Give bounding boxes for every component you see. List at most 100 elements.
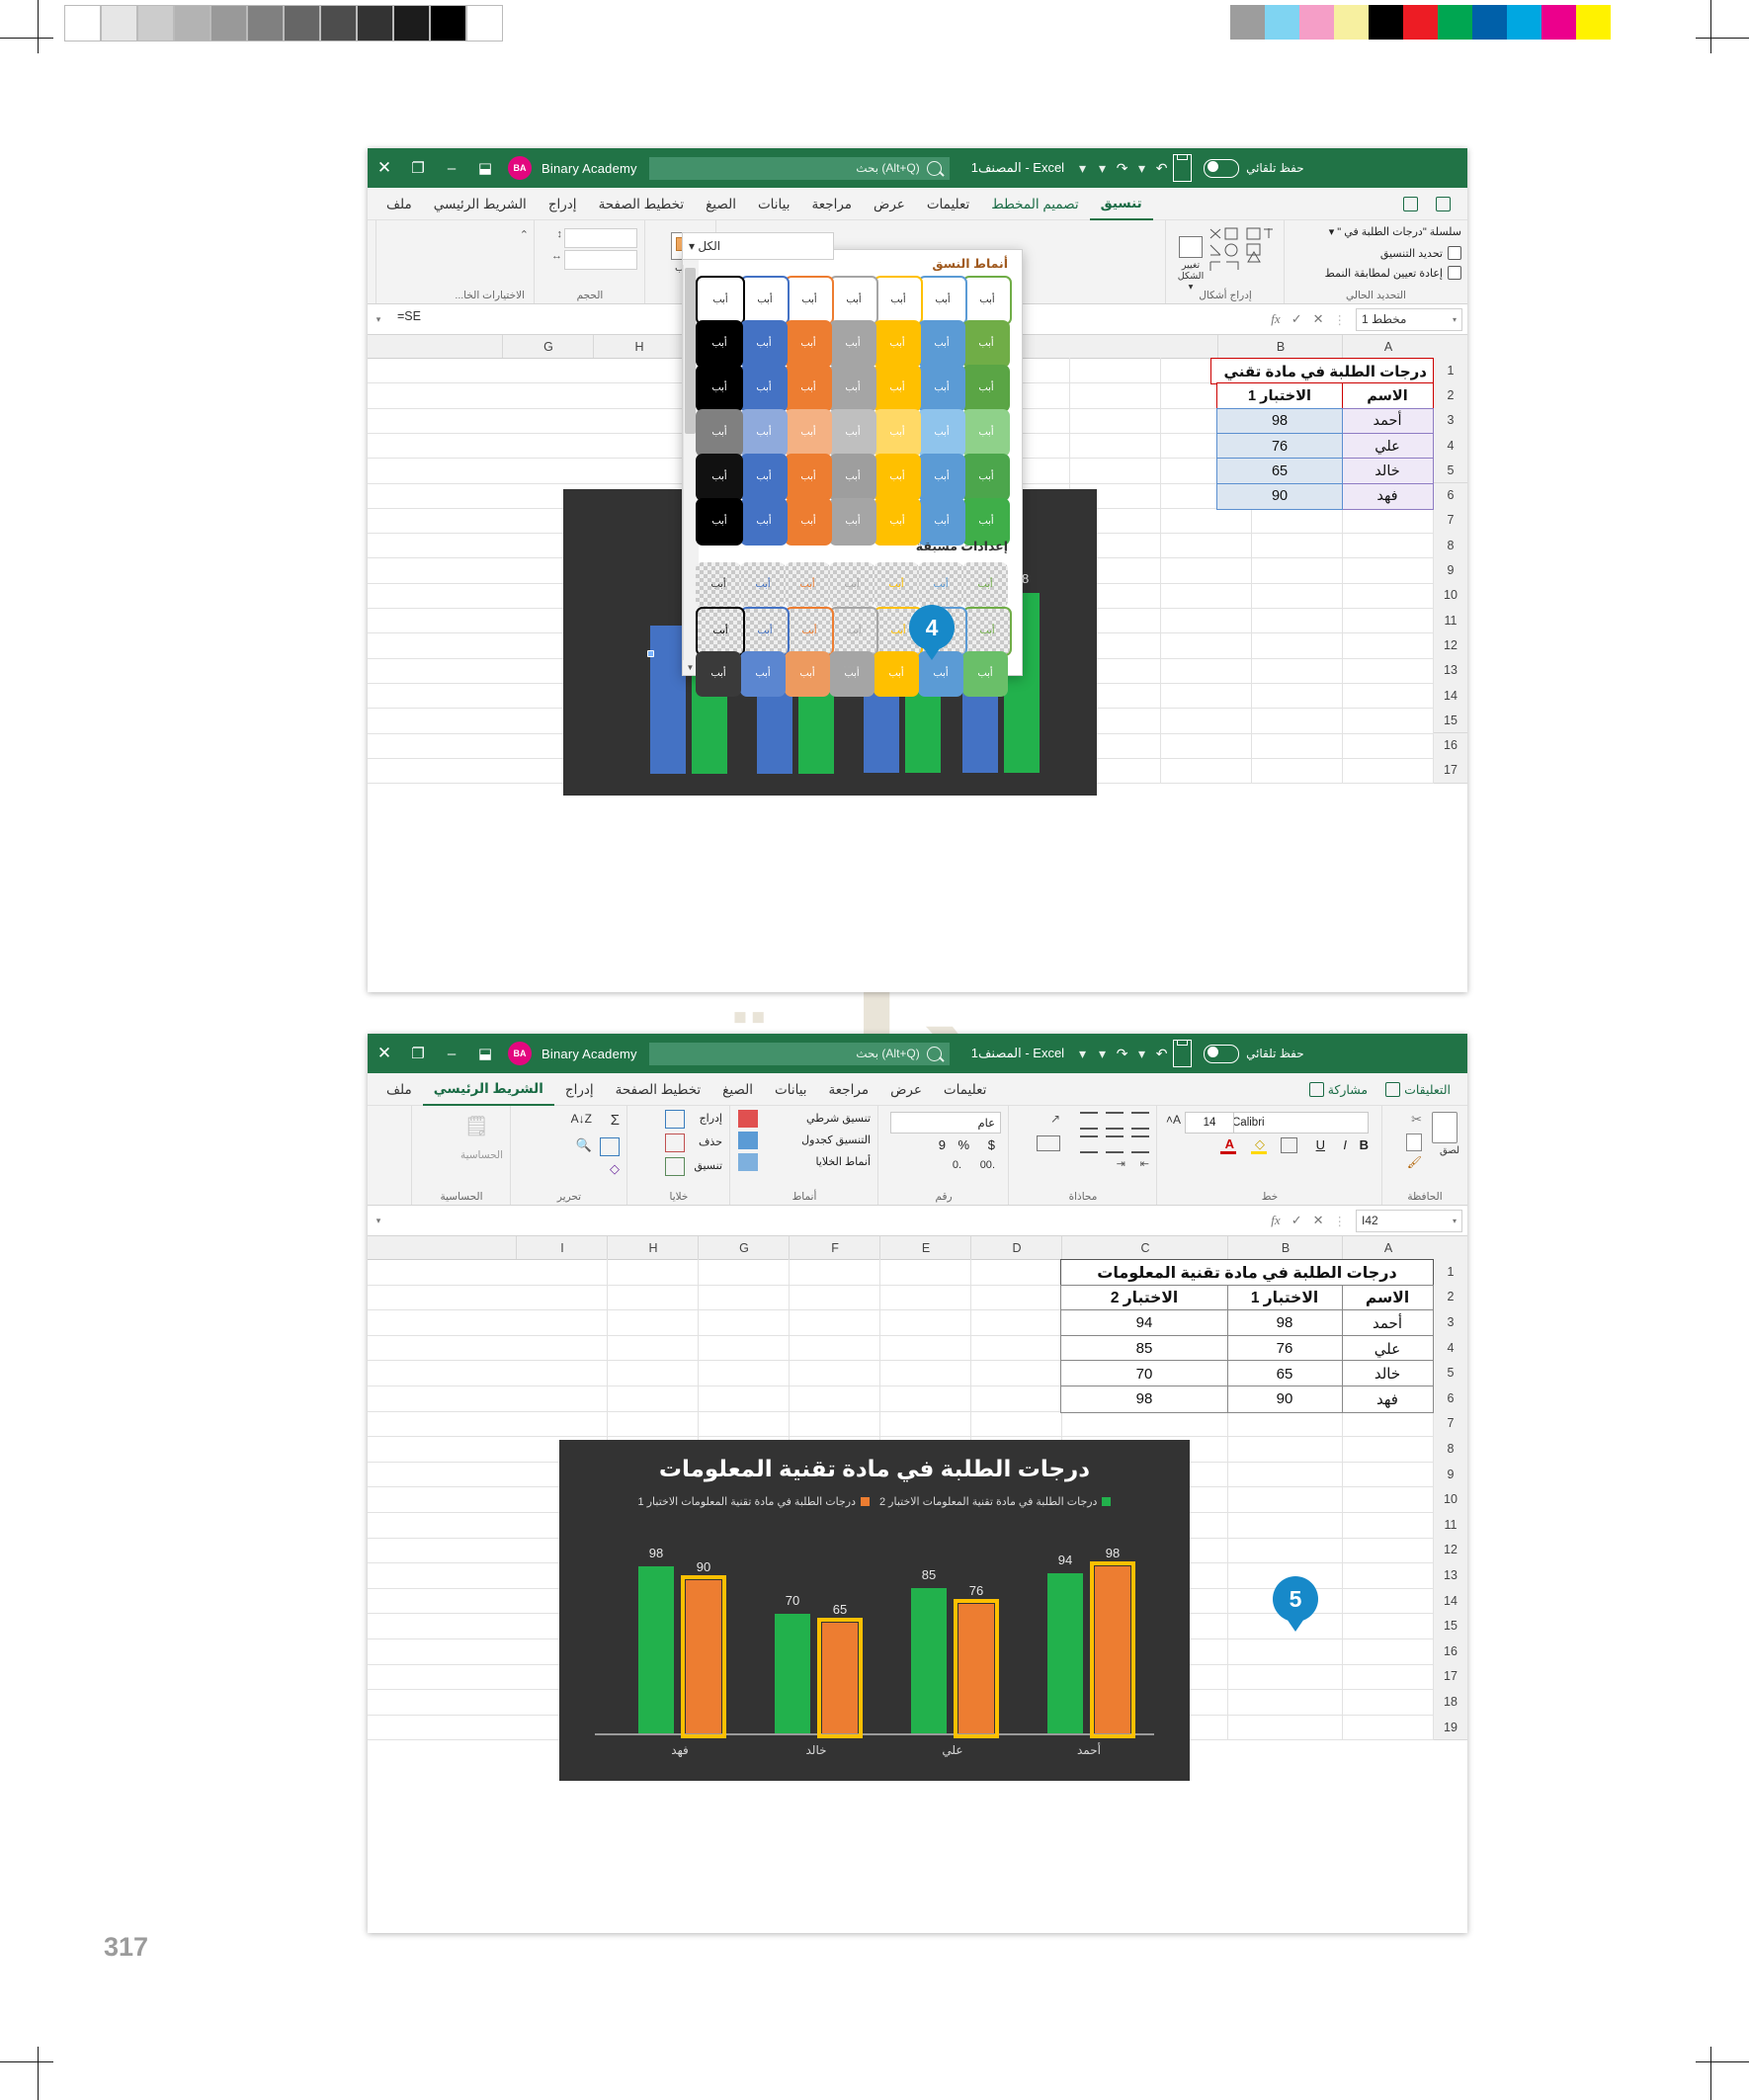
row-header-8[interactable]: 8 xyxy=(1434,533,1467,559)
fill-color-icon[interactable]: ◇ xyxy=(1255,1136,1265,1151)
theme-swatch-5-0[interactable]: أبب xyxy=(962,498,1010,546)
restore-button[interactable]: ❐ xyxy=(411,160,425,177)
select-all-corner[interactable] xyxy=(1434,335,1467,359)
flyout-more-dots[interactable]: ▫▫▫▫ xyxy=(843,664,862,671)
chart-bar-test2-2[interactable] xyxy=(775,1614,810,1734)
autosave-toggle[interactable] xyxy=(1204,158,1240,178)
cell-test2-1[interactable]: 85 xyxy=(1060,1334,1228,1363)
cell-test1-1[interactable]: 76 xyxy=(1216,432,1343,461)
cell-test1-2[interactable]: 65 xyxy=(1216,458,1343,485)
column-header-E[interactable]: E xyxy=(879,1236,971,1259)
number-format-dropdown[interactable]: عام xyxy=(890,1112,1001,1134)
row-header-3[interactable]: 3 xyxy=(1434,1309,1467,1336)
preset-swatch-2-4[interactable]: أبب xyxy=(785,651,830,697)
tab-مراجعة[interactable]: مراجعة xyxy=(828,1081,870,1097)
search-input[interactable]: بحث (Alt+Q) xyxy=(648,156,950,180)
row-header-4[interactable]: 4 xyxy=(1434,1334,1467,1362)
close-button[interactable]: ✕ xyxy=(376,1044,392,1062)
shape-height-input[interactable] xyxy=(564,228,637,248)
restore-button[interactable]: ❐ xyxy=(411,1046,425,1062)
confirm-formula-icon[interactable]: ✓ xyxy=(1291,1213,1302,1227)
shapes-gallery[interactable] xyxy=(1208,226,1279,278)
theme-swatch-1-3[interactable]: أبب xyxy=(829,320,876,368)
flyout-scroll-thumb[interactable] xyxy=(685,268,696,434)
tab-عرض[interactable]: عرض xyxy=(890,1081,922,1097)
theme-swatch-4-2[interactable]: أبب xyxy=(874,454,921,501)
theme-swatch-5-6[interactable]: أبب xyxy=(696,498,743,546)
customize-qat-icon[interactable]: ▾ xyxy=(1079,1045,1087,1061)
preset-swatch-0-1[interactable]: أبب xyxy=(918,562,963,608)
shape-width-input[interactable] xyxy=(564,250,637,270)
reset-style-button[interactable]: إعادة تعيين لمطابقة النمط xyxy=(1325,266,1461,280)
row-header-16[interactable]: 16 xyxy=(1434,1638,1467,1665)
comments-button[interactable]: التعليقات xyxy=(1376,1081,1459,1097)
chart-bar-test1-3[interactable] xyxy=(686,1579,721,1734)
row-header-9[interactable]: 9 xyxy=(1434,1461,1467,1488)
cell-name-0[interactable]: أحمد xyxy=(1341,1309,1434,1337)
cell-test2-2[interactable]: 70 xyxy=(1060,1360,1228,1387)
theme-swatch-2-5[interactable]: أبب xyxy=(740,365,788,412)
theme-swatch-3-1[interactable]: أبب xyxy=(918,409,965,457)
copy-icon[interactable] xyxy=(1406,1134,1422,1151)
row-header-15[interactable]: 15 xyxy=(1434,1613,1467,1639)
preset-swatch-1-3[interactable]: أبب xyxy=(829,607,878,656)
chart-window2[interactable]: درجات الطلبة في مادة تقنية المعلومات درجا… xyxy=(559,1440,1190,1782)
tab-تعليمات[interactable]: تعليمات xyxy=(926,196,970,211)
save-icon[interactable] xyxy=(1173,1040,1193,1067)
indent-increase-icon[interactable]: ⇥ xyxy=(1116,1158,1125,1170)
tab-الشريط-الرئيسي[interactable]: الشريط الرئيسي xyxy=(433,196,527,211)
row-header-3[interactable]: 3 xyxy=(1434,407,1467,434)
chart-selection-outline-1[interactable] xyxy=(954,1598,999,1739)
align-left-icon-1[interactable] xyxy=(1106,1135,1124,1153)
column-header-A[interactable]: A xyxy=(1342,335,1434,358)
orientation-icon[interactable]: ↗ xyxy=(1049,1112,1060,1126)
cell-title[interactable]: درجات الطلبة في مادة تقني xyxy=(1210,358,1434,385)
preset-swatch-2-6[interactable]: أبب xyxy=(696,651,741,697)
row-header-6[interactable]: 6 xyxy=(1434,1386,1467,1412)
theme-swatch-3-3[interactable]: أبب xyxy=(829,409,876,457)
sort-filter-icon[interactable]: A↓Z xyxy=(570,1112,592,1126)
comma-style-icon[interactable]: 9 xyxy=(938,1137,946,1152)
fill-icon[interactable] xyxy=(600,1137,620,1156)
theme-swatch-1-6[interactable]: أبب xyxy=(696,320,743,368)
row-header-4[interactable]: 4 xyxy=(1434,432,1467,460)
row-header-17[interactable]: 17 xyxy=(1434,1663,1467,1691)
redo-dropdown-icon[interactable]: ▾ xyxy=(1099,1045,1107,1061)
theme-swatch-2-0[interactable]: أبب xyxy=(962,365,1010,412)
chart-selection-outline-3[interactable] xyxy=(681,1574,726,1739)
confirm-formula-icon[interactable]: ✓ xyxy=(1291,311,1302,326)
preset-swatch-0-6[interactable]: أبب xyxy=(696,562,741,608)
flyout-scroll-down-icon[interactable]: ▼ xyxy=(683,660,698,675)
preset-swatch-0-5[interactable]: أبب xyxy=(740,562,786,608)
cell-test1-3[interactable]: 90 xyxy=(1226,1386,1343,1413)
clear-icon[interactable]: ◇ xyxy=(610,1161,620,1176)
share-button[interactable]: مشاركة xyxy=(1300,1081,1376,1097)
row-header-12[interactable]: 12 xyxy=(1434,632,1467,659)
insert-function-icon[interactable]: fx xyxy=(1271,311,1281,326)
row-header-13[interactable]: 13 xyxy=(1434,1562,1467,1589)
cell-header-test1[interactable]: الاختبار 1 xyxy=(1216,382,1343,410)
decrease-decimal-icon[interactable]: .0 xyxy=(952,1159,961,1171)
row-header-7[interactable]: 7 xyxy=(1434,507,1467,535)
cell-test2-0[interactable]: 94 xyxy=(1060,1309,1228,1337)
undo-dropdown-icon[interactable]: ▾ xyxy=(1138,1045,1146,1061)
theme-swatch-1-1[interactable]: أبب xyxy=(918,320,965,368)
theme-swatch-4-4[interactable]: أبب xyxy=(785,454,832,501)
legend-item-0[interactable]: درجات الطلبة في مادة تقنية المعلومات الا… xyxy=(879,1495,1112,1508)
theme-swatch-1-2[interactable]: أبب xyxy=(874,320,921,368)
collapse-ribbon-icon[interactable] xyxy=(1427,196,1459,211)
theme-swatch-5-2[interactable]: أبب xyxy=(874,498,921,546)
underline-button[interactable]: U xyxy=(1315,1137,1325,1152)
percent-icon[interactable]: % xyxy=(958,1137,969,1152)
row-header-8[interactable]: 8 xyxy=(1434,1436,1467,1463)
cell-name-2[interactable]: خالد xyxy=(1341,1360,1434,1387)
alt-text-icon[interactable]: ⌃ xyxy=(519,229,529,241)
find-select-icon[interactable]: 🔍 xyxy=(575,1137,592,1152)
font-color-icon[interactable]: A xyxy=(1224,1136,1234,1151)
row-header-18[interactable]: 18 xyxy=(1434,1689,1467,1716)
currency-icon[interactable]: $ xyxy=(987,1137,995,1152)
cell-styles-button[interactable]: أنماط الخلايا xyxy=(815,1156,871,1168)
legend-item-1[interactable]: درجات الطلبة في مادة تقنية المعلومات الا… xyxy=(638,1495,870,1508)
ribbon-display-options-icon[interactable]: ⬓ xyxy=(477,160,493,177)
column-header-B[interactable]: B xyxy=(1217,335,1343,358)
